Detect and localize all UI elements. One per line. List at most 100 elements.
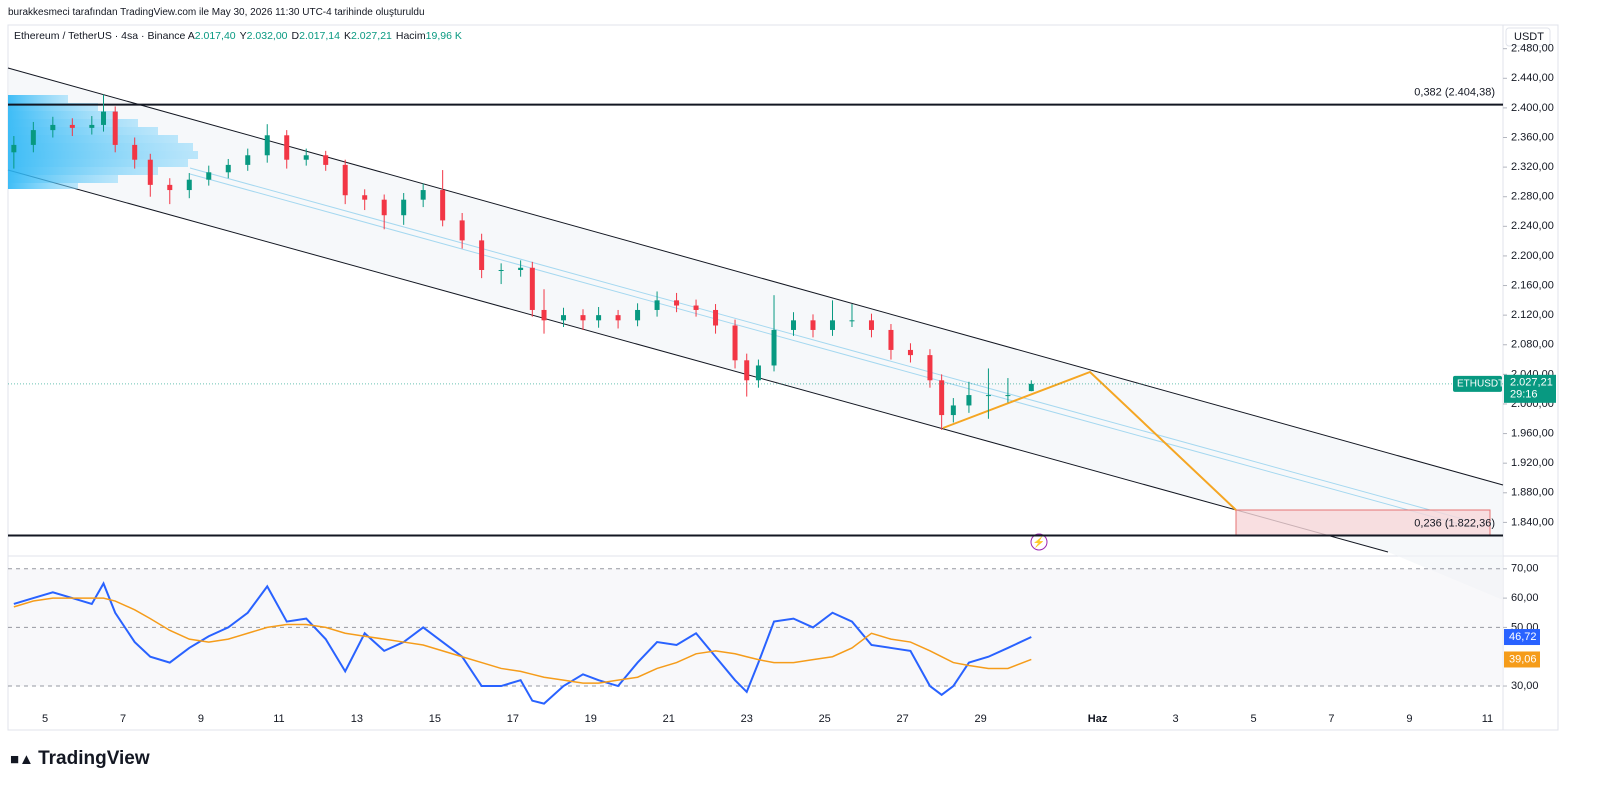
candle-body [264, 135, 270, 156]
vp-bar [8, 159, 188, 167]
candle-body [50, 124, 56, 131]
volume-profile [8, 95, 198, 189]
candle-body [907, 349, 913, 356]
x-tick-label: 5 [42, 713, 48, 725]
candle-body [580, 315, 586, 321]
legend-value: 2.017,40 [194, 30, 236, 42]
fib-label: 0,236 (1.822,36) [1414, 517, 1495, 529]
brand: ■▲ TradingView [10, 748, 150, 770]
event-icon [1030, 533, 1048, 551]
candle-body [303, 155, 309, 160]
candle-body [89, 124, 95, 128]
candle-body [11, 144, 17, 153]
vp-bar [8, 95, 68, 103]
candle-body [635, 309, 641, 321]
candle-body [939, 380, 945, 416]
candle-body [479, 240, 485, 270]
x-tick-label: 19 [585, 713, 597, 725]
y-tick-label: 1.880,00 [1511, 487, 1554, 499]
y-tick-label: 1.960,00 [1511, 427, 1554, 439]
y-tick-label: 2.240,00 [1511, 220, 1554, 232]
channel-lower [7, 169, 1389, 553]
vp-bar [8, 119, 138, 127]
vp-bar [8, 175, 118, 183]
vp-bar [8, 167, 158, 175]
brand-logo: ■▲ [10, 751, 39, 768]
x-tick-label: 21 [663, 713, 675, 725]
x-tick-label: 29 [975, 713, 987, 725]
y-tick-label: 2.280,00 [1511, 191, 1554, 203]
x-tick-label: 27 [897, 713, 909, 725]
x-tick-label: 11 [1482, 713, 1493, 725]
vp-bar [8, 143, 193, 151]
candle-body [1028, 383, 1034, 392]
y-tick-label: 2.320,00 [1511, 161, 1554, 173]
candle-body [401, 199, 407, 216]
channel-upper [7, 67, 1504, 486]
symbol-badge [1453, 375, 1502, 392]
candle-body [755, 365, 761, 381]
candle-body [868, 320, 874, 330]
legend-key: Hacim [395, 30, 426, 42]
candle-body [323, 155, 329, 165]
x-tick-label: 15 [429, 713, 441, 725]
x-tick-label: 7 [120, 713, 126, 725]
candle-body [186, 179, 192, 191]
x-tick-label: 17 [507, 713, 519, 725]
y-tick-label: 1.920,00 [1511, 457, 1554, 469]
candle-body [713, 309, 719, 326]
brand-name: TradingView [38, 748, 150, 769]
candle-body [245, 155, 251, 165]
candle-body [420, 190, 426, 200]
candle-body [791, 320, 797, 330]
y-tick-label: 1.840,00 [1511, 516, 1554, 528]
candle-body [1005, 395, 1011, 397]
rsi-line [13, 597, 1032, 684]
y-tick-label: 2.360,00 [1511, 131, 1554, 143]
target-box [1235, 509, 1491, 536]
y-tick-label: 2.080,00 [1511, 339, 1554, 351]
countdown: 29:16 [1510, 389, 1538, 401]
y-tick-label: 30,00 [1511, 680, 1539, 692]
symbol-badge-label: ETHUSDT [1457, 378, 1504, 389]
x-tick-label: 23 [741, 713, 753, 725]
x-tick-label: 7 [1328, 713, 1334, 725]
candle-body [459, 220, 465, 241]
candle-body [284, 135, 290, 160]
candle-body [529, 267, 535, 310]
value-badge [1504, 651, 1540, 668]
y-tick-label: 2.400,00 [1511, 102, 1554, 114]
candle-body [674, 300, 680, 306]
candle-body [101, 111, 107, 125]
vp-bar [8, 151, 198, 159]
x-tick-label: 13 [351, 713, 363, 725]
candle-body [810, 320, 816, 330]
candle-body [167, 184, 173, 191]
value-badge [1504, 629, 1540, 646]
vp-bar [8, 111, 118, 119]
legend-key: A [187, 30, 195, 42]
x-tick-label: 11 [273, 713, 284, 725]
fib-label: 0,382 (2.404,38) [1414, 87, 1495, 99]
value-badge-label: 39,06 [1509, 653, 1537, 665]
candle-body [849, 320, 855, 322]
frame [7, 24, 1559, 731]
candle-body [381, 199, 387, 216]
currency-box [1505, 27, 1551, 47]
candle-body [654, 300, 660, 310]
candle-body [744, 360, 750, 381]
candle-body [732, 325, 738, 361]
channel-mid [189, 173, 1471, 528]
candle-body [225, 164, 231, 173]
x-tick-label: 9 [1406, 713, 1412, 725]
candle-body [888, 329, 894, 350]
candle-body [206, 172, 212, 180]
candle-body [69, 124, 75, 128]
legend-value: 2.017,14 [299, 30, 340, 42]
candle-body [950, 405, 956, 416]
header-note: burakkesmeci tarafından TradingView.com … [8, 7, 425, 18]
x-tick-label: Haz [1088, 713, 1108, 725]
y-tick-label: 2.480,00 [1511, 43, 1554, 55]
candle-body [985, 395, 991, 397]
